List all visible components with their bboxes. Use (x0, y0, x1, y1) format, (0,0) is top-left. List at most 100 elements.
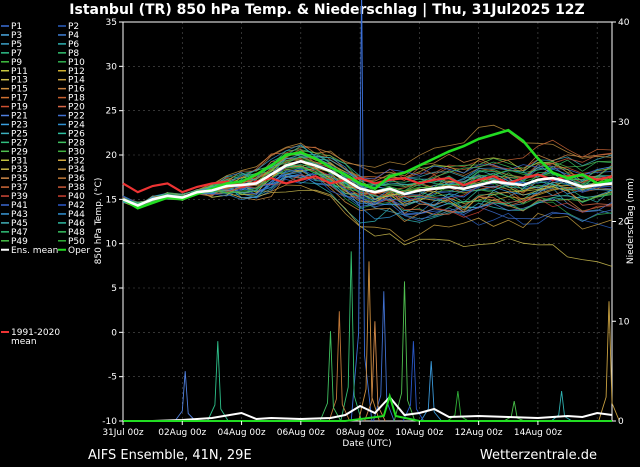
y-left-axis-label: 850 hPa Temp. (°C) (94, 178, 104, 265)
plot-frame (122, 21, 613, 422)
y-right-tick-label: 10 (618, 317, 630, 327)
legend-label-p29: P29 (11, 147, 28, 157)
legend-label-p12: P12 (68, 67, 85, 77)
legend-label-p9: P9 (11, 58, 22, 68)
precip-spike (372, 291, 395, 422)
legend-label-p11: P11 (11, 67, 28, 77)
precip-spike (364, 321, 386, 422)
legend-label-p48: P48 (68, 228, 85, 238)
legend-label-p4: P4 (68, 31, 79, 41)
y-left-tick-label: 5 (111, 284, 117, 294)
precip-spike (420, 361, 442, 422)
legend-label-p22: P22 (68, 112, 85, 122)
y-right-axis-label: Niederschlag (mm) (626, 178, 636, 264)
legend-label-p32: P32 (68, 156, 85, 166)
legend-label-p31: P31 (11, 156, 28, 166)
y-left-tick-label: 10 (106, 240, 118, 250)
legend-label-p25: P25 (11, 129, 28, 139)
legend-label-p34: P34 (68, 165, 85, 175)
legend-label-p17: P17 (11, 94, 28, 104)
legend-label-p20: P20 (68, 103, 85, 113)
precip-spike (174, 371, 196, 422)
precip-spike (319, 331, 342, 422)
y-left-tick-label: 20 (106, 151, 118, 161)
y-right-tick-label: 30 (618, 118, 630, 128)
member-series-group (122, 124, 613, 267)
legend-label-p8: P8 (68, 49, 79, 59)
legend-label-p7: P7 (11, 49, 22, 59)
legend-label-p40: P40 (68, 192, 85, 202)
legend-label-p1: P1 (11, 22, 22, 32)
legend-label-p37: P37 (11, 183, 28, 193)
main-series-group (122, 128, 613, 210)
legend-label-p44: P44 (68, 210, 85, 220)
legend-label-p50: P50 (68, 237, 85, 247)
legend-label-p43: P43 (11, 210, 28, 220)
x-tick-label: 02Aug 00z (158, 428, 206, 438)
y-left-tick-label: 0 (111, 328, 117, 338)
legend-label-p45: P45 (11, 219, 28, 229)
legend-label-p27: P27 (11, 138, 28, 148)
x-tick-label: 14Aug 00z (514, 428, 562, 438)
legend-label-p41: P41 (11, 201, 28, 211)
x-tick-label: 10Aug 00z (395, 428, 443, 438)
legend-label-p10: P10 (68, 58, 85, 68)
legend-label-oper: Oper (68, 246, 90, 256)
legend-label-p6: P6 (68, 40, 79, 50)
legend-label-p49: P49 (11, 237, 28, 247)
legend-label-p23: P23 (11, 120, 28, 130)
legend-label-p47: P47 (11, 228, 28, 238)
y-left-tick-label: 35 (106, 18, 117, 28)
legend-label-p38: P38 (68, 183, 85, 193)
precip-spike (358, 261, 380, 422)
x-tick-label: 06Aug 00z (277, 428, 325, 438)
legend-label-p46: P46 (68, 219, 85, 229)
y-left-tick-label: 30 (106, 62, 118, 72)
axis-ticks: -10 -5 0 5 10 15 20 25 30 35 0 10 20 30 40 31Jul 00z 02A… (102, 18, 629, 438)
legend-label-ens-mean: Ens. mean (11, 246, 58, 256)
precip-spike (207, 341, 229, 422)
precip-spike (598, 301, 620, 422)
legend-label-p5: P5 (11, 40, 22, 50)
x-axis-label: Date (UTC) (342, 439, 391, 449)
legend-label-p14: P14 (68, 76, 85, 86)
y-left-tick-label: -10 (102, 417, 117, 427)
precip-spike (393, 281, 416, 422)
legend-label-p18: P18 (68, 94, 85, 104)
legend-label-p28: P28 (68, 138, 85, 148)
precip-spike (503, 401, 525, 422)
y-right-tick-label: 20 (618, 218, 630, 228)
x-tick-label: 04Aug 00z (218, 428, 266, 438)
legend-label-p42: P42 (68, 201, 85, 211)
ens-mean-temp-line (122, 159, 613, 207)
legend-label-p30: P30 (68, 147, 85, 157)
x-tick-label: 31Jul 00z (102, 428, 144, 438)
y-left-tick-label: -5 (108, 373, 117, 383)
clim-mean-line (122, 173, 613, 194)
precip-spike (340, 251, 363, 422)
y-right-tick-label: 0 (618, 417, 624, 427)
oper-precip-line (123, 392, 612, 422)
legend-label-p33: P33 (11, 165, 28, 175)
y-right-tick-label: 40 (618, 18, 630, 28)
precip-spike (350, 0, 373, 422)
legend-label-p13: P13 (11, 76, 28, 86)
model-label: AIFS Ensemble, 41N, 29E (88, 448, 252, 463)
x-tick-label: 12Aug 00z (455, 428, 503, 438)
legend-label-clim: 1991-2020 (11, 328, 60, 338)
legend-label-p36: P36 (68, 174, 85, 184)
precip-series-group (123, 0, 620, 422)
y-left-tick-label: 15 (106, 195, 117, 205)
legend-label-clim-2: mean (11, 337, 37, 347)
legend-label-p3: P3 (11, 31, 22, 41)
legend-label-p35: P35 (11, 174, 28, 184)
x-tick-label: 08Aug 00z (336, 428, 384, 438)
legend-label-p39: P39 (11, 192, 28, 202)
legend-label-p21: P21 (11, 112, 28, 122)
legend-label-p16: P16 (68, 85, 85, 95)
y-left-tick-label: 25 (106, 107, 117, 117)
legend-label-p19: P19 (11, 103, 28, 113)
brand-label: Wetterzentrale.de (480, 448, 597, 463)
